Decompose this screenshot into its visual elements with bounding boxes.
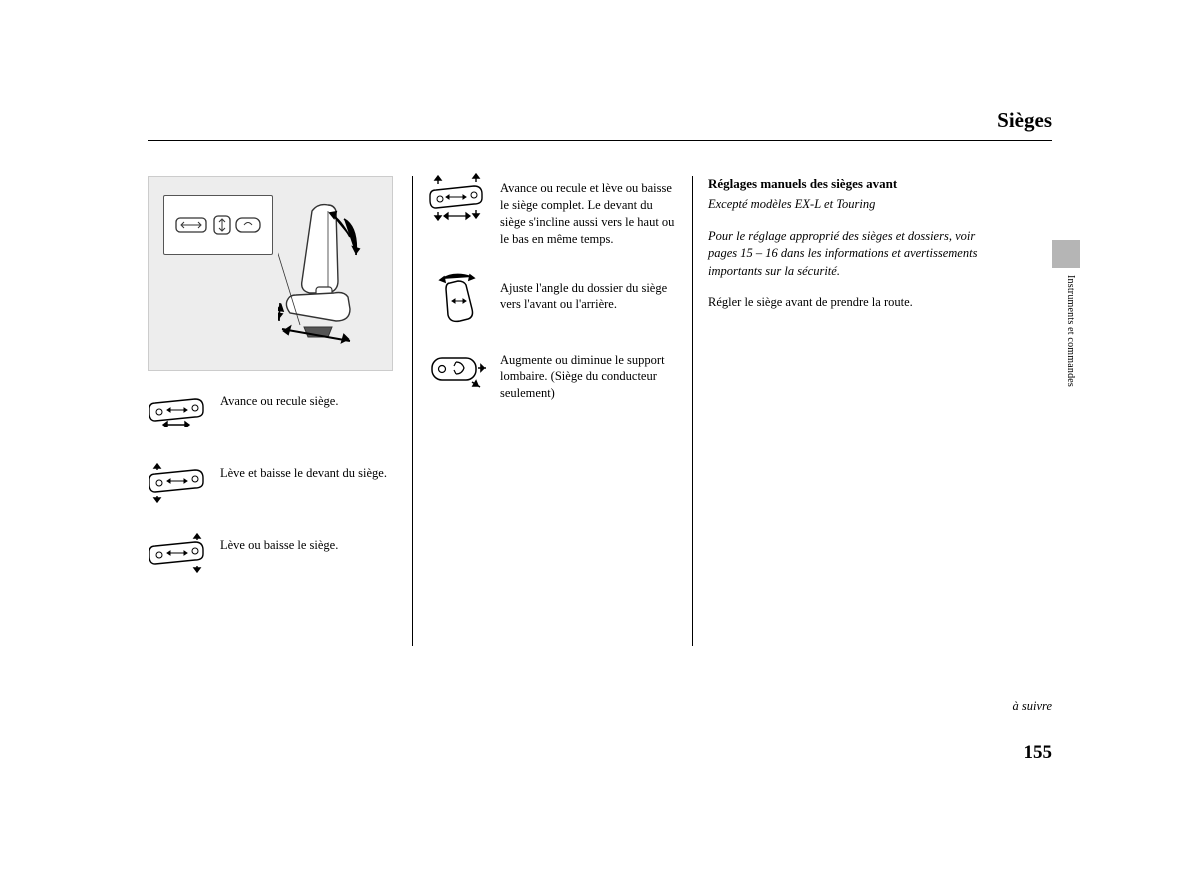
column-2: Avance ou recule et lève ou baisse le si…	[428, 176, 678, 430]
control-text-3: Lève ou baisse le siège.	[220, 533, 398, 554]
continue-label: à suivre	[1013, 699, 1052, 714]
column-divider-1	[412, 176, 413, 646]
lumbar-control-icon	[428, 348, 488, 392]
height-control-icon	[148, 533, 208, 577]
page-title: Sièges	[997, 108, 1052, 133]
control-panel-icon	[164, 196, 274, 256]
adjust-instruction: Régler le siège avant de prendre la rout…	[708, 294, 988, 312]
control-row-5: Ajuste l'angle du dossier du siège vers …	[428, 276, 678, 320]
control-text-5: Ajuste l'angle du dossier du siège vers …	[500, 276, 678, 314]
control-text-1: Avance ou recule siège.	[220, 389, 398, 410]
safety-reference-note: Pour le réglage approprié des sièges et …	[708, 228, 988, 281]
control-row-2: Lève et baisse le devant du siège.	[148, 461, 398, 505]
column-1: Avance ou recule siège. Lève et baisse l…	[148, 176, 398, 605]
content-area: Avance ou recule siège. Lève et baisse l…	[148, 176, 1052, 762]
seat-shape-icon	[278, 197, 366, 347]
front-tilt-control-icon	[148, 461, 208, 505]
control-row-1: Avance ou recule siège.	[148, 389, 398, 433]
section-label: Instruments et commandes	[1065, 275, 1076, 387]
control-row-6: Augmente ou diminue le support lombaire.…	[428, 348, 678, 403]
recline-control-icon	[428, 276, 488, 320]
title-underline	[148, 140, 1052, 141]
slide-control-icon	[148, 389, 208, 433]
seat-illustration	[148, 176, 393, 371]
full-adjust-control-icon	[428, 176, 488, 220]
section-tab	[1052, 240, 1080, 268]
control-row-4: Avance ou recule et lève ou baisse le si…	[428, 176, 678, 248]
manual-adjust-heading: Réglages manuels des sièges avant	[708, 176, 988, 192]
control-panel-callout	[163, 195, 273, 255]
control-text-4: Avance ou recule et lève ou baisse le si…	[500, 176, 678, 248]
page-number: 155	[1024, 742, 1053, 764]
control-text-2: Lève et baisse le devant du siège.	[220, 461, 398, 482]
control-row-3: Lève ou baisse le siège.	[148, 533, 398, 577]
column-divider-2	[692, 176, 693, 646]
column-3: Réglages manuels des sièges avant Except…	[708, 176, 988, 312]
model-exception-note: Excepté modèles EX-L et Touring	[708, 196, 988, 214]
control-text-6: Augmente ou diminue le support lombaire.…	[500, 348, 678, 403]
